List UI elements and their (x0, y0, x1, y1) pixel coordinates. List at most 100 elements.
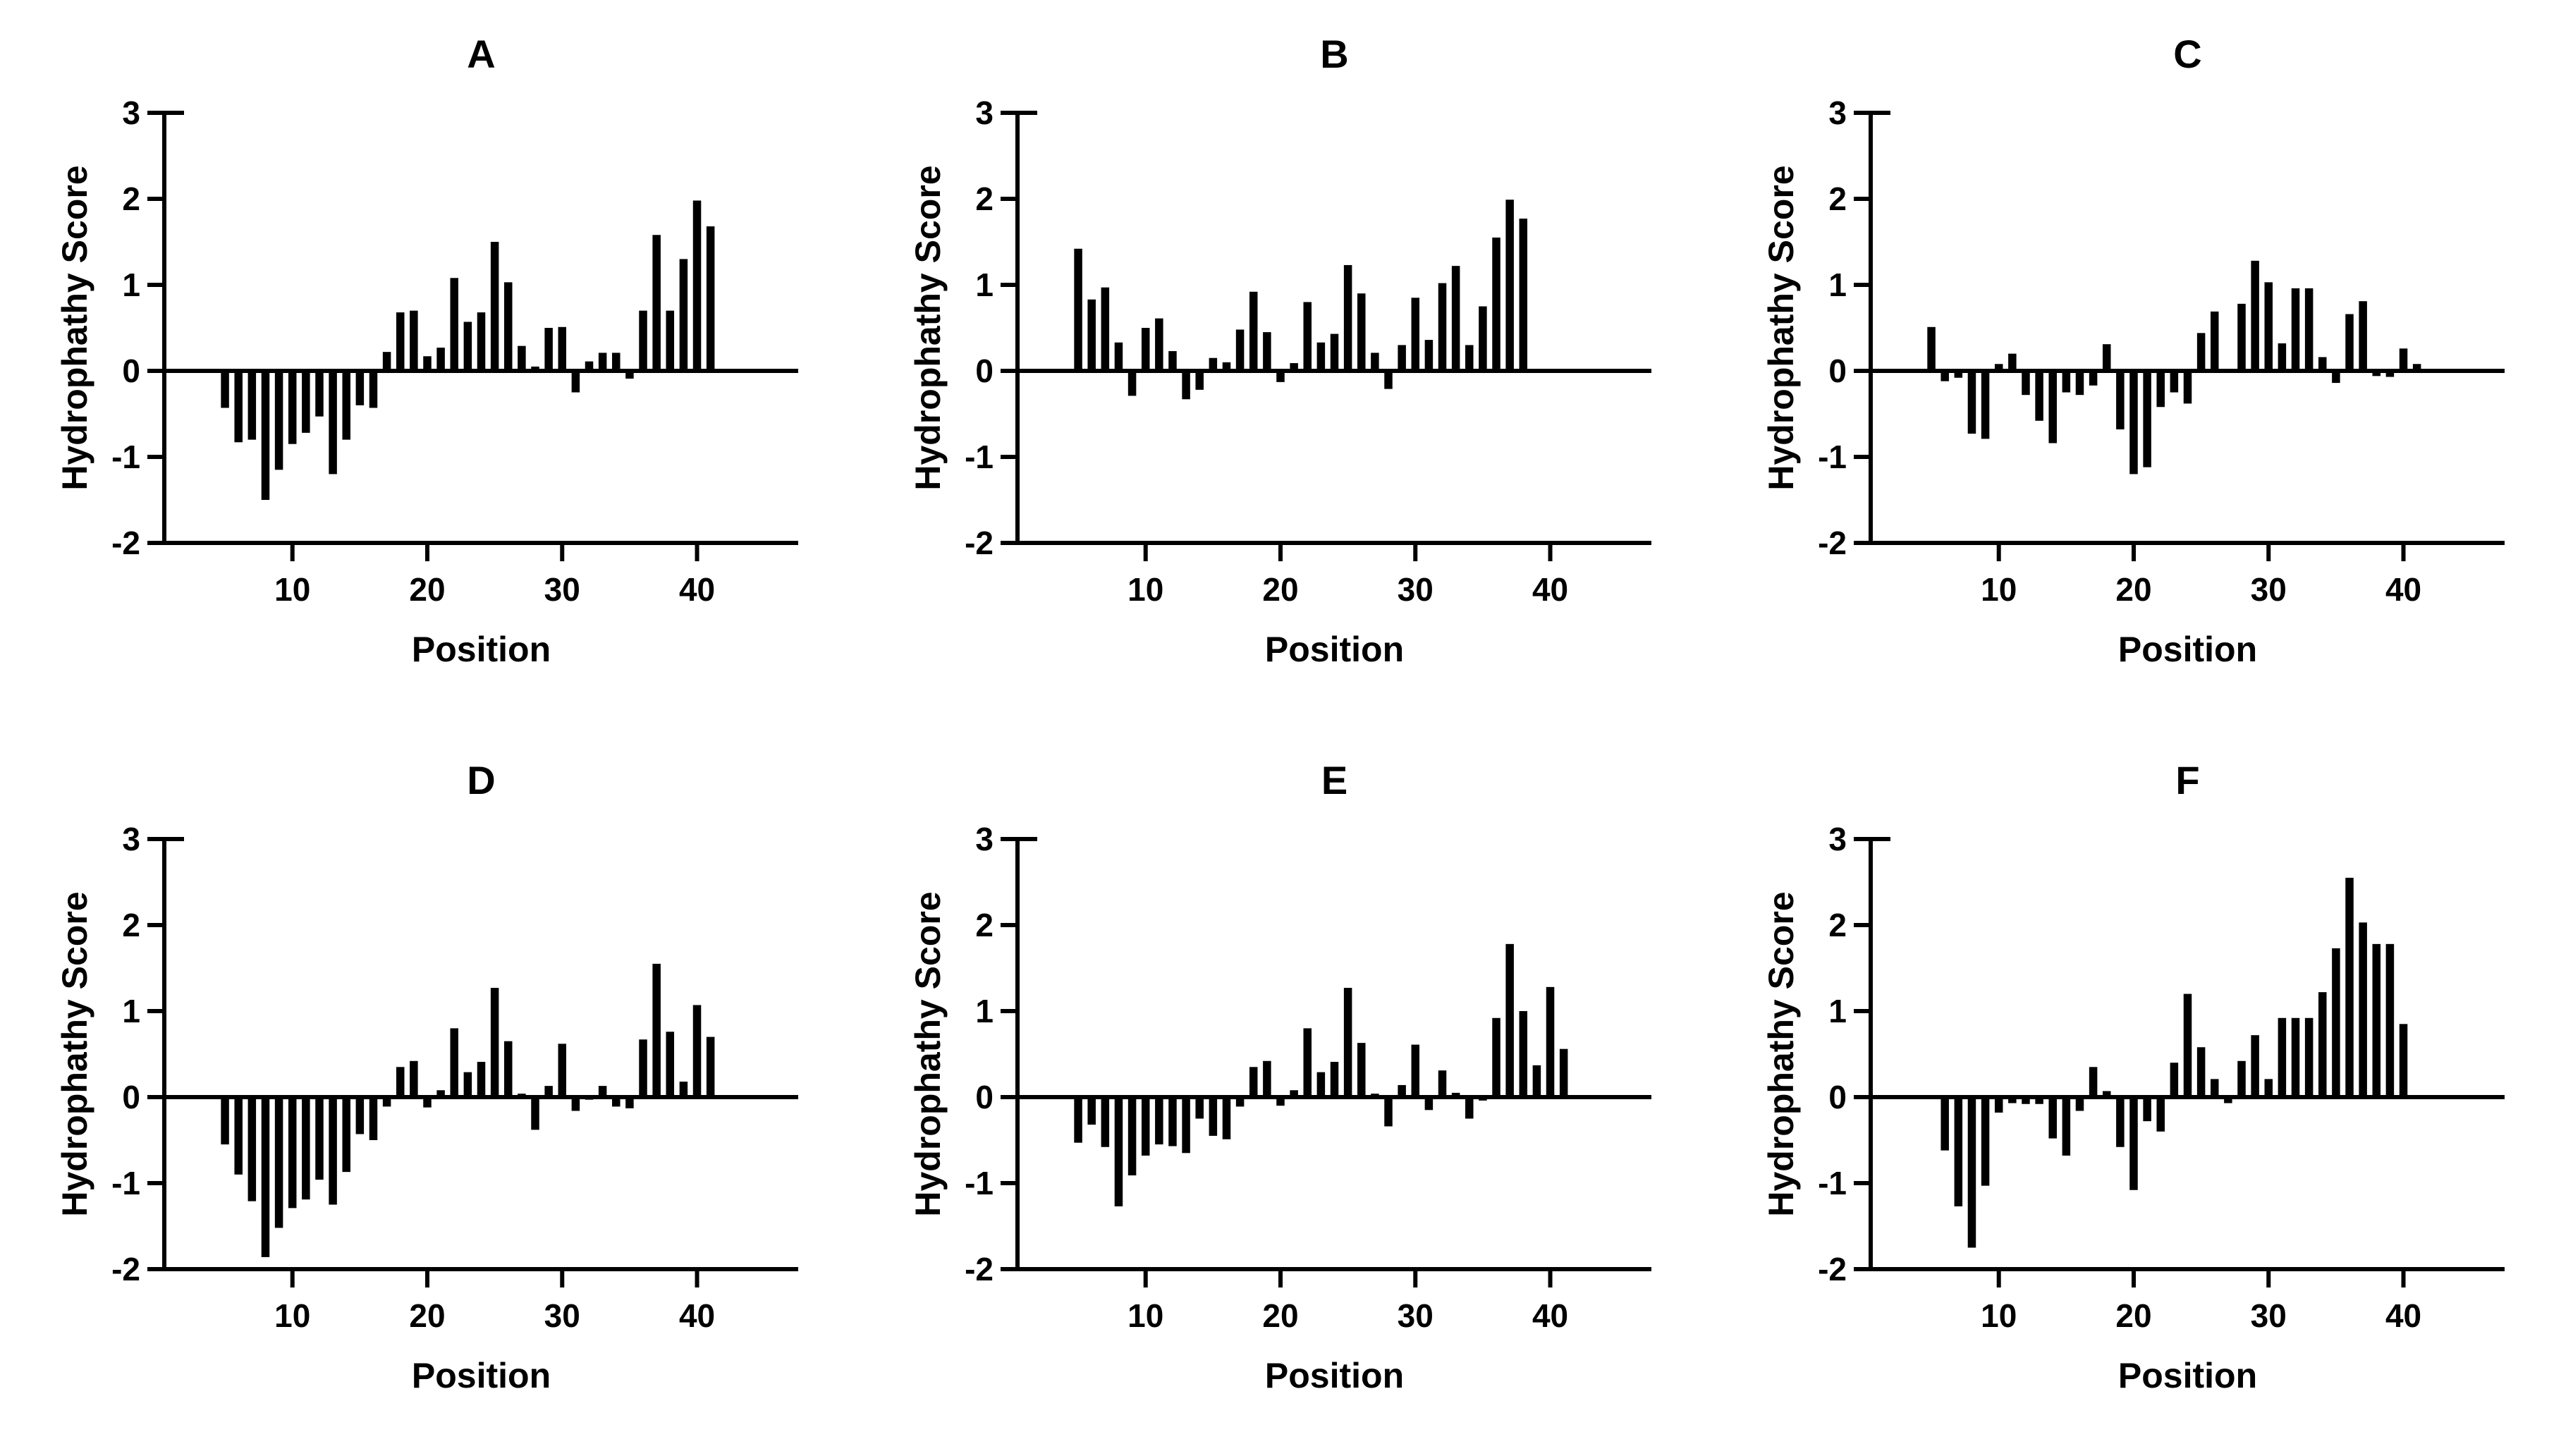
bar (1465, 1097, 1474, 1119)
panel-F: F 3 2 1 0 -1 -2 10 20 30 40 Position Hydrophathy Sco… (1707, 726, 2560, 1452)
bar (1087, 1097, 1096, 1125)
bar (666, 1032, 675, 1097)
bar (2278, 1017, 2287, 1097)
bar (1465, 345, 1474, 371)
bar (382, 1097, 391, 1107)
bar (261, 371, 270, 500)
bar (1276, 1097, 1285, 1106)
bar (1141, 328, 1150, 371)
x-axis-label: Position (2118, 1356, 2257, 1395)
bar (1411, 1044, 1420, 1097)
bar (2264, 282, 2273, 371)
x-tick-label: 10 (1981, 571, 2017, 608)
bar (1235, 1097, 1245, 1107)
bar (1141, 1097, 1150, 1156)
x-tick-label: 40 (679, 571, 715, 608)
panel-E: E 3 2 1 0 -1 -2 10 20 30 40 Position Hydrophathy Sco… (854, 726, 1707, 1452)
y-tick-label: 1 (975, 993, 994, 1029)
bar (2062, 371, 2071, 393)
bar (1290, 363, 1298, 371)
y-axis-label: Hydrophathy Score (55, 165, 94, 490)
x-axis-label: Position (412, 630, 551, 669)
x-tick-label: 20 (2115, 571, 2151, 608)
bar (2035, 371, 2043, 421)
bar (1451, 1092, 1460, 1097)
bar (1168, 350, 1177, 371)
bar (1492, 237, 1500, 371)
bar (1074, 1097, 1082, 1143)
bar (2183, 371, 2192, 404)
bar (315, 1097, 324, 1180)
y-tick-label: 3 (975, 821, 994, 857)
bar (2089, 1067, 2098, 1097)
bar (410, 310, 418, 371)
bar (518, 345, 526, 371)
bar (2278, 343, 2287, 371)
bar (396, 312, 405, 371)
bar (2196, 1047, 2206, 1097)
y-tick-label: 1 (975, 267, 994, 303)
bar (2399, 348, 2408, 371)
bar (463, 322, 472, 371)
y-tick-label: 3 (975, 94, 994, 131)
bar (2022, 1097, 2030, 1104)
bar (1276, 371, 1285, 382)
bar (423, 1097, 432, 1108)
bar (1424, 1097, 1434, 1111)
y-tick-label: 1 (1828, 993, 1847, 1029)
bar (1451, 266, 1460, 371)
bar (1182, 1097, 1190, 1154)
bar (2412, 364, 2421, 371)
bar (477, 312, 486, 371)
bar (2008, 1097, 2017, 1103)
bar (504, 1041, 513, 1097)
bar (436, 1090, 445, 1097)
bar (1114, 342, 1123, 371)
y-tick-label: 2 (975, 181, 994, 217)
bar (2129, 371, 2138, 475)
bar (247, 371, 257, 440)
y-tick-label: 2 (975, 907, 994, 943)
bar (355, 371, 365, 405)
bar (1398, 345, 1406, 371)
bar (369, 1097, 378, 1140)
bar (612, 353, 621, 371)
bar (1209, 357, 1218, 371)
bar (2237, 1060, 2246, 1097)
bar (2359, 922, 2367, 1097)
bar (2399, 1024, 2408, 1097)
bar (2022, 371, 2030, 396)
y-tick-label: 0 (122, 1079, 140, 1115)
panel-title: B (1320, 32, 1348, 76)
bar (1967, 1097, 1976, 1248)
bar (1546, 986, 1555, 1097)
y-axis-label: Hydrophathy Score (1761, 891, 1801, 1216)
bar (1235, 329, 1245, 371)
bar (1074, 248, 1082, 371)
bar (2102, 1091, 2111, 1097)
bar (423, 356, 432, 371)
bar (1954, 1097, 1963, 1206)
x-tick-label: 40 (1532, 1297, 1568, 1334)
x-tick-label: 10 (1127, 1297, 1163, 1334)
bar (1927, 326, 1936, 371)
bar (558, 1044, 567, 1097)
bar (1114, 1097, 1123, 1206)
bar (288, 371, 297, 444)
bar (1316, 1072, 1326, 1097)
bar (1155, 318, 1163, 371)
bar (2035, 1097, 2043, 1104)
x-tick-label: 30 (2251, 571, 2287, 608)
bar (247, 1097, 257, 1201)
bar (1330, 1061, 1339, 1097)
bar (2143, 1097, 2151, 1122)
bar (382, 352, 391, 371)
bar (1127, 371, 1137, 396)
panel-title: C (2173, 32, 2201, 76)
x-axis-label: Position (2118, 630, 2257, 669)
y-tick-label: 2 (1828, 907, 1847, 943)
bar (221, 1097, 229, 1145)
